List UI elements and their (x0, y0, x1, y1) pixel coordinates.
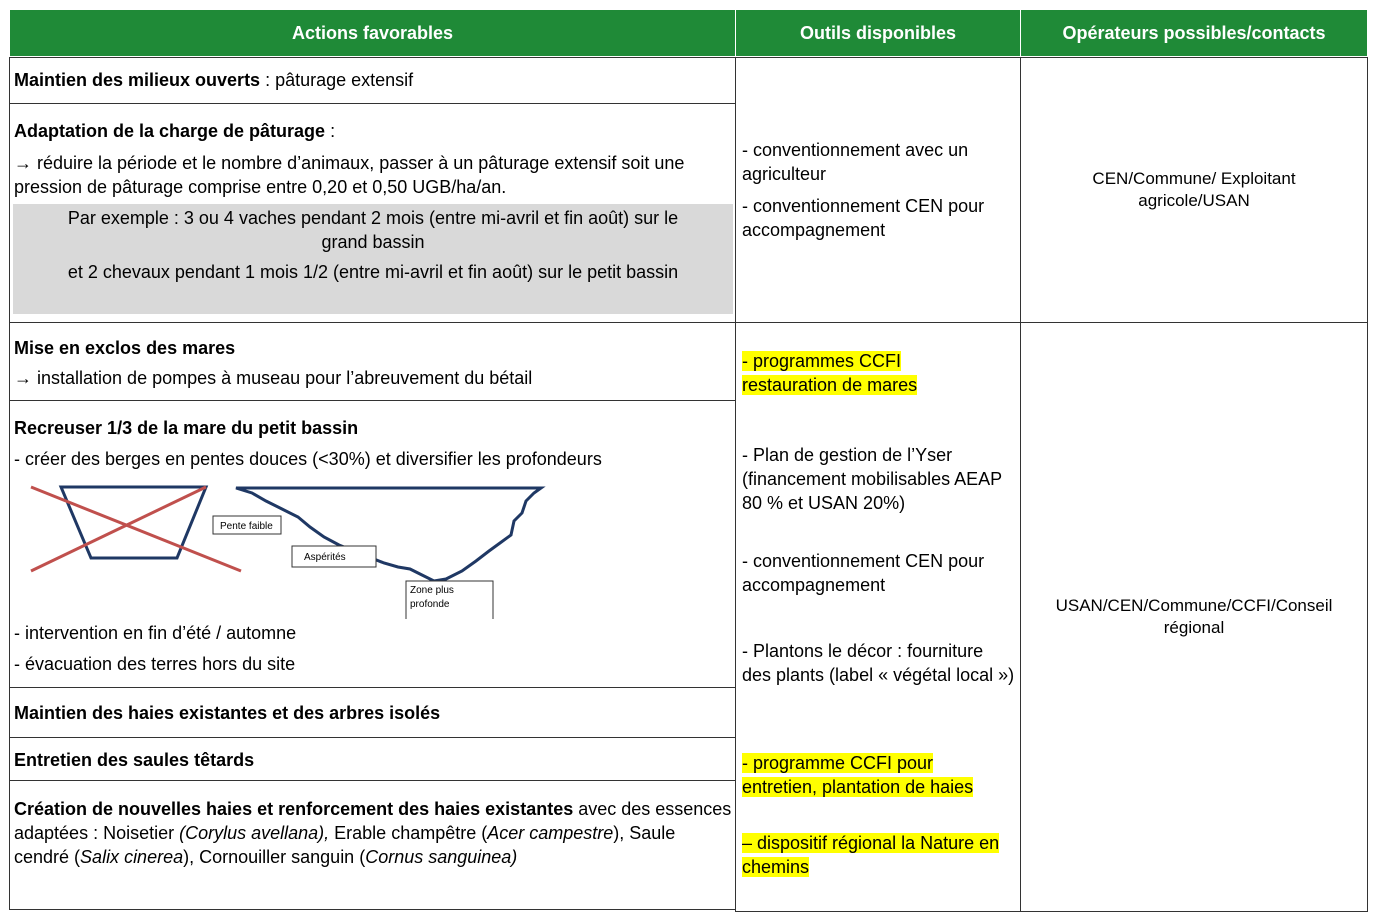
species: Cornus sanguinea) (365, 847, 518, 867)
action-title: Création de nouvelles haies et renforcem… (14, 799, 574, 819)
tool: - conventionnement CEN pour accompagneme… (742, 551, 985, 595)
action-text: Erable champêtre ( (329, 823, 488, 843)
header-text: Actions favorables (291, 22, 454, 43)
header-text: Outils disponibles (799, 22, 956, 43)
tool: - programmes CCFI restauration de mares (742, 351, 918, 395)
action-text: ), Saule cendré ( (14, 823, 676, 867)
tool: - Plantons le décor : fourniture des pla… (742, 641, 1015, 685)
action-detail: - créer des berges en pentes douces (<30… (14, 449, 602, 469)
cell: - programmes CCFI restauration de mares … (735, 322, 1021, 912)
header-cell: Outils disponibles (735, 9, 1021, 57)
cell: USAN/CEN/Commune/CCFI/Conseil régional (1020, 322, 1368, 912)
action-title: Adaptation de la charge de pâturage (14, 121, 326, 141)
action-text: : (325, 121, 336, 141)
species: Acer campestre (487, 823, 614, 843)
species: Salix cinerea (80, 847, 184, 867)
action-text: : pâturage extensif (260, 70, 414, 90)
operator: CEN/Commune/ Exploitant agricole/USAN (1092, 169, 1296, 210)
action-title: Mise en exclos des mares (14, 338, 236, 358)
cell: Maintien des haies existantes et des arb… (9, 687, 736, 738)
action-title: Maintien des milieux ouverts (14, 70, 261, 90)
tool: - conventionnement CEN pour accompagneme… (742, 196, 985, 240)
diagram-label: Aspérités (304, 552, 346, 563)
tool: - Plan de gestion de l’Yser (financement… (742, 445, 1002, 513)
tool: - conventionnement avec un agriculteur (742, 140, 969, 184)
action-title: Recreuser 1/3 de la mare du petit bassin (14, 418, 359, 438)
cell: - conventionnement avec un agriculteur -… (735, 57, 1021, 323)
operator: USAN/CEN/Commune/CCFI/Conseil régional (1055, 596, 1333, 637)
cell: Maintien des milieux ouverts : pâturage … (9, 57, 736, 104)
tool: - programme CCFI pour entretien, plantat… (742, 753, 974, 797)
header-text: Opérateurs possibles/contacts (1062, 22, 1326, 43)
action-detail: - évacuation des terres hors du site (14, 654, 296, 674)
cell: Adaptation de la charge de pâturage : → … (9, 103, 736, 323)
action-detail: → installation de pompes à museau pour l… (14, 368, 533, 388)
example-text: Par exemple : 3 ou 4 vaches pendant 2 mo… (67, 208, 679, 252)
action-detail: - intervention en fin d’été / automne (14, 623, 297, 643)
header-cell: Opérateurs possibles/contacts (1020, 9, 1368, 57)
action-detail: → réduire la période et le nombre d’anim… (14, 153, 685, 197)
cell: Entretien des saules têtards (9, 737, 736, 781)
cell: Mise en exclos des mares → installation … (9, 322, 736, 401)
action-title: Maintien des haies existantes et des arb… (14, 703, 441, 723)
cell: Recreuser 1/3 de la mare du petit bassin… (9, 400, 736, 688)
diagram-label: Pente faible (220, 521, 273, 532)
action-title: Entretien des saules têtards (14, 750, 255, 770)
tool: – dispositif régional la Nature en chemi… (742, 833, 1000, 877)
diagram: Pente faible Aspérités Zone plus profond… (30, 485, 546, 619)
example-text: et 2 chevaux pendant 1 mois 1/2 (entre m… (67, 262, 679, 282)
action-text: ), Cornouiller sanguin ( (183, 847, 366, 867)
header-cell: Actions favorables (9, 9, 736, 57)
cell: CEN/Commune/ Exploitant agricole/USAN (1020, 57, 1368, 323)
example-box: Par exemple : 3 ou 4 vaches pendant 2 mo… (13, 204, 733, 314)
species: (Corylus avellana), (179, 823, 330, 843)
action-text: avec des essences adaptées : Noisetier (14, 799, 732, 843)
cell: Création de nouvelles haies et renforcem… (9, 780, 736, 910)
diagram-label: Zone plus profonde (410, 585, 454, 610)
